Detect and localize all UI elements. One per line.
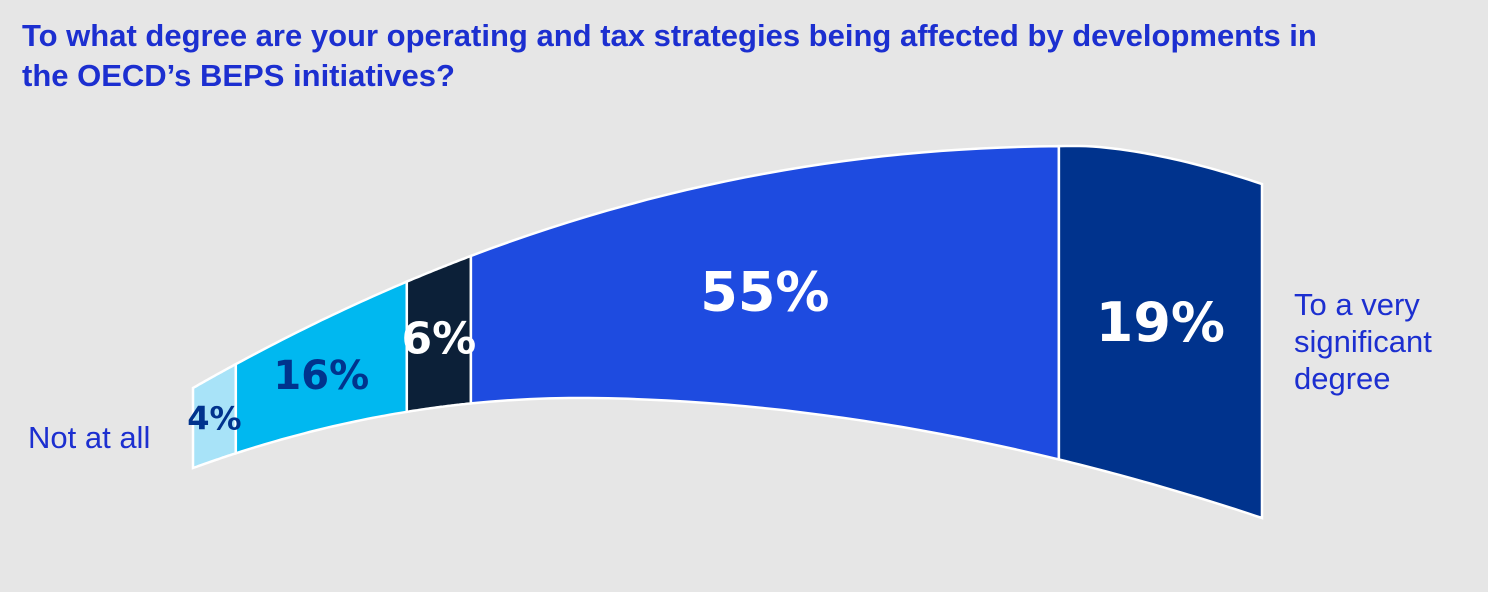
segments-group <box>191 144 1264 520</box>
value-label-1: 4% <box>187 400 241 438</box>
chart-title: To what degree are your operating and ta… <box>22 18 1317 93</box>
value-label-5: 19% <box>1096 291 1225 354</box>
value-label-4: 55% <box>700 260 829 323</box>
value-labels-group: 4% 16% 6% 55% 19% <box>187 260 1225 437</box>
bar-segment-5 <box>1057 144 1264 520</box>
scale-label-low: Not at all <box>28 420 151 455</box>
value-label-2: 16% <box>273 353 369 399</box>
value-label-3: 6% <box>402 314 477 365</box>
scale-label-high: To a very significant degree <box>1294 287 1432 396</box>
